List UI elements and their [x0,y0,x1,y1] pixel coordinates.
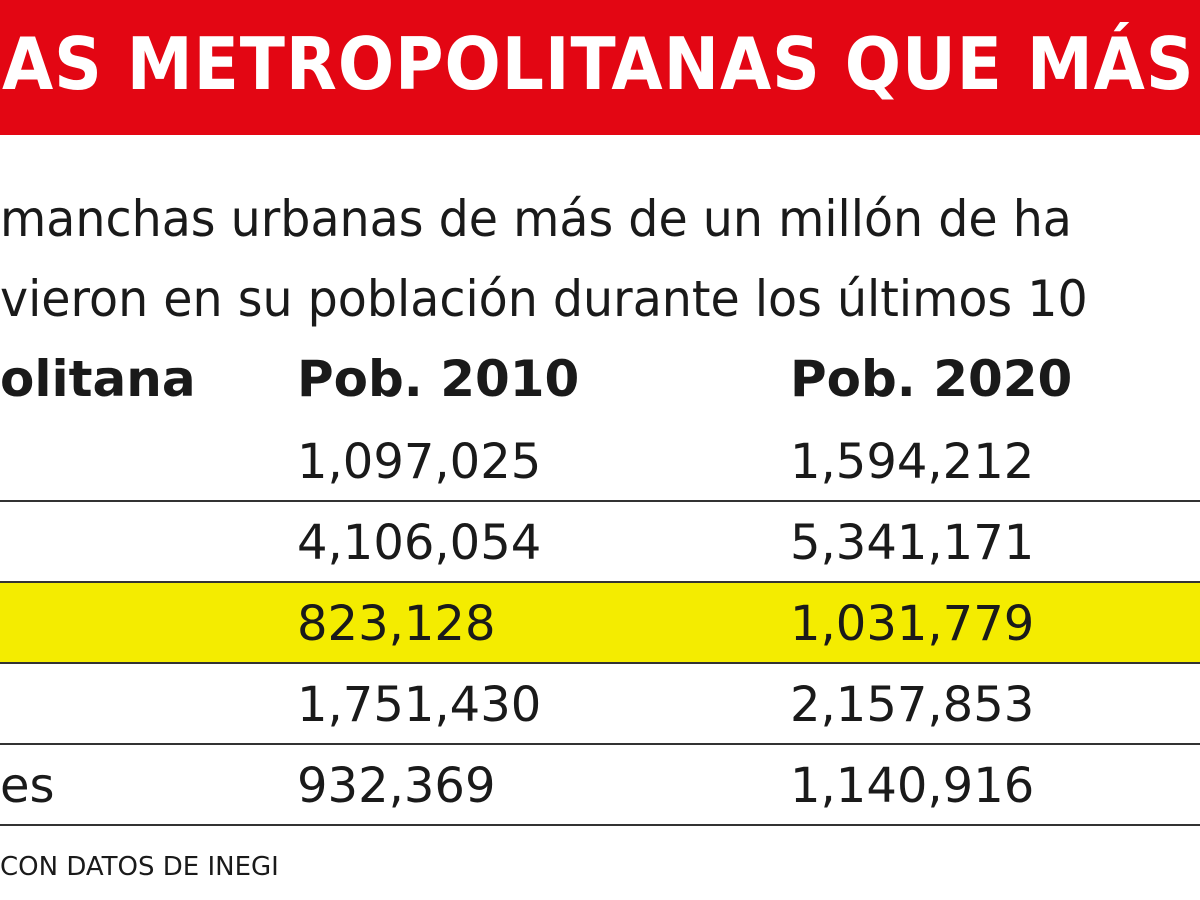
cell: es [0,758,55,814]
cell: 5,341,171 [790,515,1035,571]
cell: 4,106,054 [297,515,542,571]
cell: 1,140,916 [790,758,1035,814]
cell: 1,031,779 [790,596,1035,652]
cell: 1,594,212 [790,434,1035,490]
subtitle: manchas urbanas de más de un millón de h… [0,190,1072,248]
cell: 823,128 [297,596,496,652]
row-rule [0,824,1200,826]
column-header: olitana [0,350,196,408]
title: AS METROPOLITANAS QUE MÁS CR [2,22,1200,106]
row-highlight [0,583,1200,662]
row-rule [0,662,1200,664]
column-header: Pob. 2010 [297,350,580,408]
cell: 2,157,853 [790,677,1035,733]
source: CON DATOS DE INEGI [0,852,279,882]
cell: 1,751,430 [297,677,542,733]
column-header: Pob. 2020 [790,350,1073,408]
subtitle: vieron en su población durante los últim… [0,270,1088,328]
cell: 932,369 [297,758,496,814]
title-banner: AS METROPOLITANAS QUE MÁS CR [0,0,1200,135]
row-rule [0,743,1200,745]
cell: 1,097,025 [297,434,542,490]
row-rule [0,581,1200,583]
row-rule [0,500,1200,502]
